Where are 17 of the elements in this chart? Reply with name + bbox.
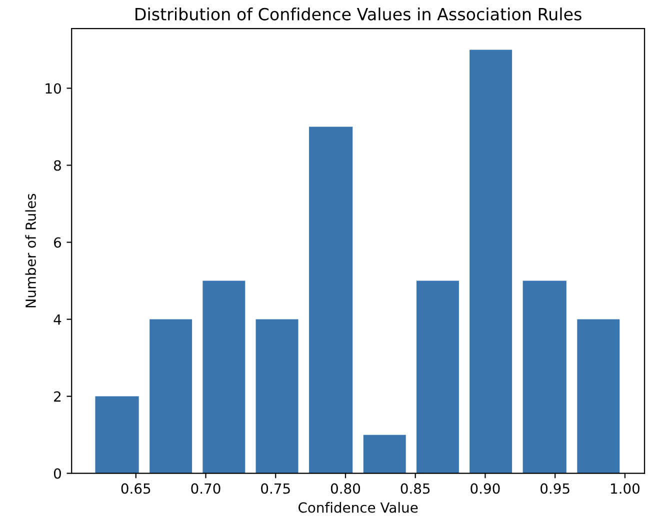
y-tick-label: 2 [54, 391, 60, 402]
x-tick-label: 0.75 [261, 483, 290, 494]
y-tick-label: 8 [54, 160, 61, 171]
x-tick-label: 0.95 [540, 483, 570, 494]
x-tick-label: 0.80 [330, 483, 360, 494]
y-tick-label: 6 [54, 237, 62, 248]
x-tick-label: 0.85 [400, 483, 430, 494]
x-tick-label: 1.00 [611, 483, 640, 494]
y-tick-label: 0 [54, 468, 61, 479]
x-tick-label: 0.65 [121, 483, 150, 494]
y-axis-title: Number of Rules [25, 194, 36, 308]
x-tick-label: 0.90 [470, 483, 500, 494]
y-tick-label: 10 [46, 83, 61, 94]
y-tick-label: 4 [54, 314, 62, 325]
x-tick-label: 0.70 [191, 483, 220, 494]
chart-title: Distribution of Confidence Values in Association Rules [136, 8, 582, 20]
x-axis-title: Confidence Value [298, 502, 418, 513]
